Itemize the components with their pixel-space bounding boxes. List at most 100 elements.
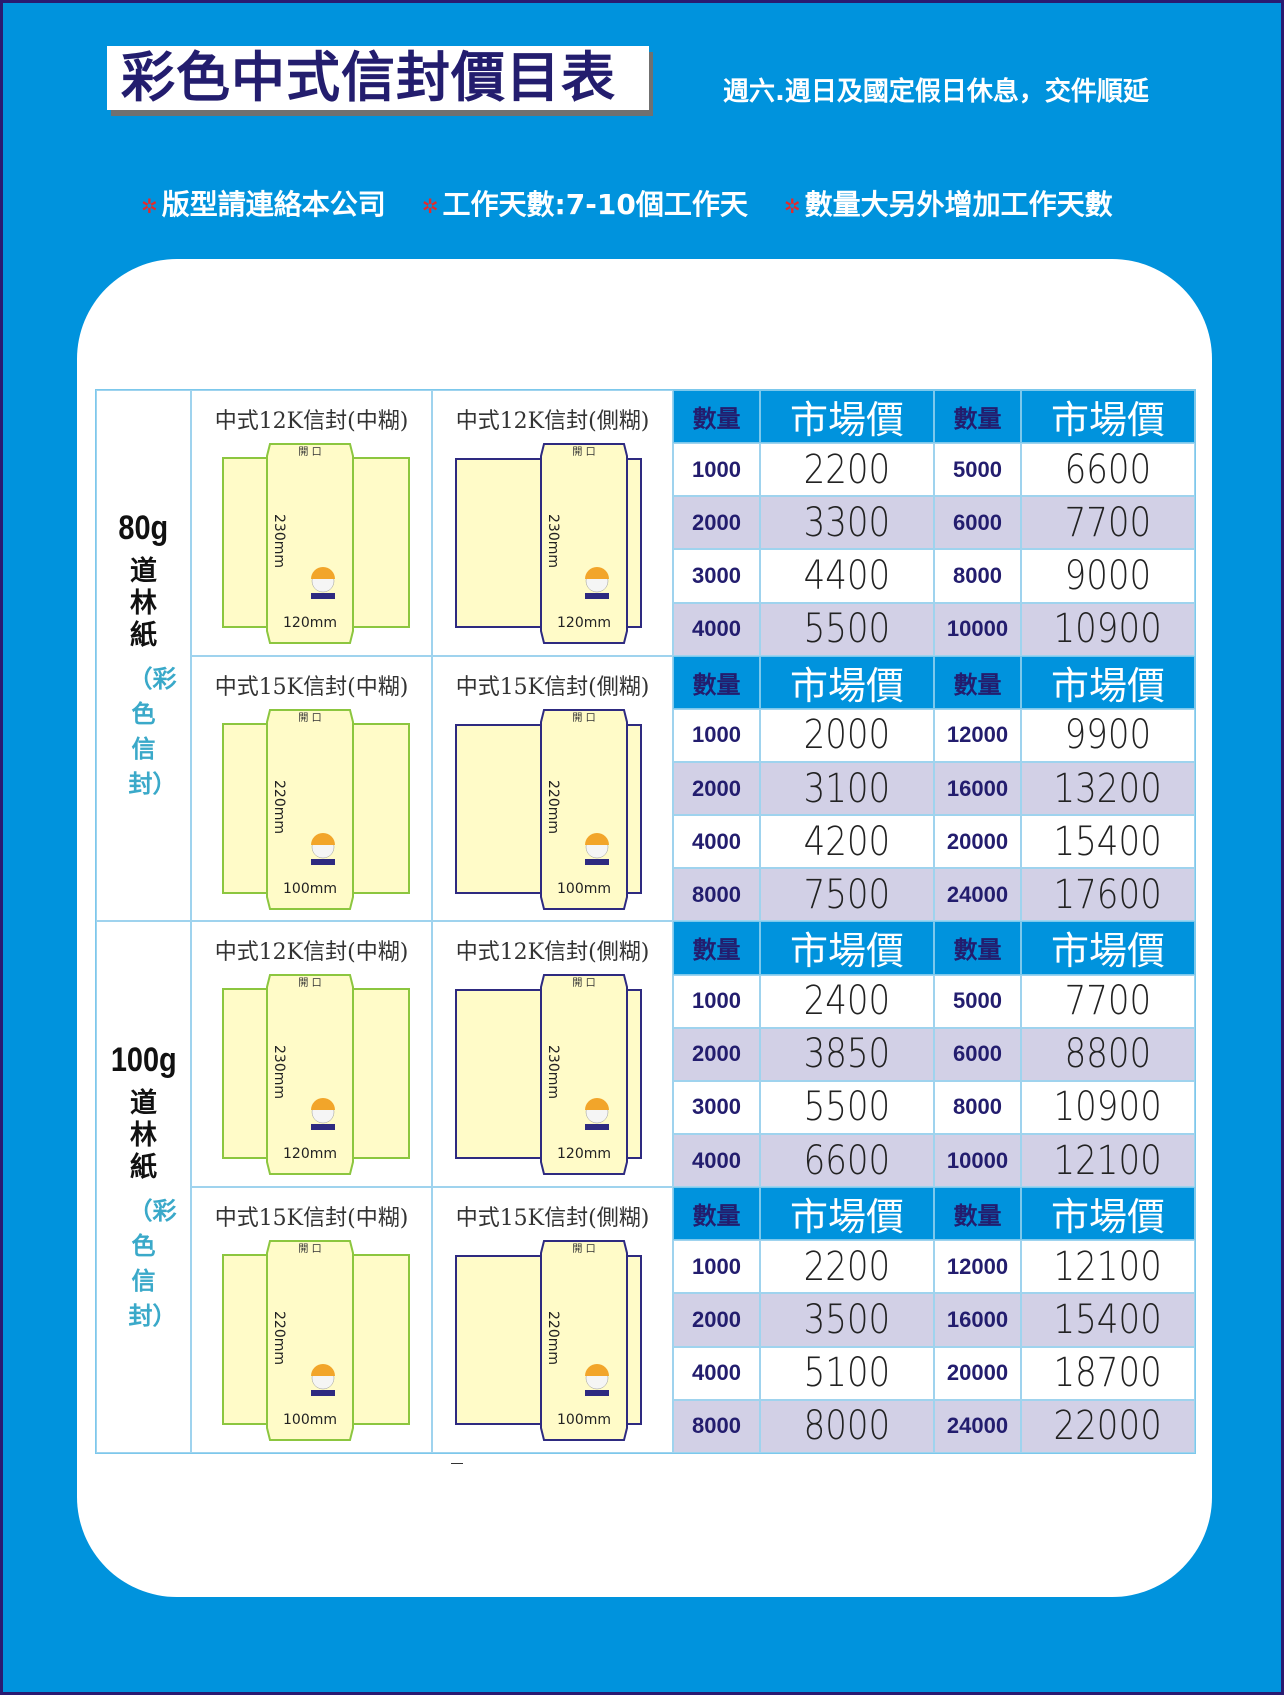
paper-subtitle: （彩色信封） bbox=[128, 665, 177, 799]
height-label: 220mm bbox=[545, 780, 561, 834]
price-cell: 5500 bbox=[760, 1080, 934, 1134]
envelope-diagram: 開 口 220mm 100mm bbox=[455, 708, 642, 910]
price-cell: 12100 bbox=[1021, 1240, 1195, 1294]
height-label: 220mm bbox=[271, 1311, 287, 1365]
envelope-cell: 開 口 230mm 120mm 中式12K信封(側糊) bbox=[432, 921, 673, 1188]
quantity-cell: 6000 bbox=[934, 496, 1021, 550]
mascot-icon bbox=[311, 1364, 335, 1397]
envelope-diagram: 開 口 230mm 120mm bbox=[222, 443, 410, 644]
envelope-cell: 開 口 220mm 100mm 中式15K信封(側糊) bbox=[432, 655, 673, 922]
opening-label: 開 口 bbox=[572, 712, 595, 724]
price-value: 15400 bbox=[1053, 1296, 1163, 1343]
price-cell: 7500 bbox=[760, 868, 934, 922]
quantity-value: 10000 bbox=[946, 616, 1009, 642]
quantity-cell: 3000 bbox=[673, 1080, 760, 1134]
mascot-icon bbox=[585, 832, 609, 865]
quantity-cell: 8000 bbox=[673, 1399, 760, 1453]
note-item: ✲ 數量大另外增加工作天數 bbox=[784, 183, 1113, 223]
quantity-value: 4000 bbox=[692, 1360, 741, 1386]
quantity-cell: 10000 bbox=[934, 1133, 1021, 1188]
envelope-diagram: 開 口 230mm 120mm bbox=[222, 974, 410, 1176]
price-cell: 3100 bbox=[760, 761, 934, 816]
quantity-cell: 8000 bbox=[934, 549, 1021, 603]
opening-label: 開 口 bbox=[298, 446, 321, 458]
qty-header: 數量 bbox=[934, 655, 1021, 709]
price-value: 22000 bbox=[1053, 1403, 1163, 1450]
quantity-cell: 24000 bbox=[934, 1399, 1021, 1453]
envelope-cell: 開 口 220mm 100mm 中式15K信封(側糊) bbox=[432, 1187, 673, 1453]
envelope-cell: 開 口 220mm 100mm 中式15K信封(中糊) bbox=[191, 655, 432, 922]
quantity-value: 8000 bbox=[953, 562, 1002, 588]
price-cell: 5500 bbox=[760, 602, 934, 656]
price-header: 市場價 bbox=[760, 390, 934, 444]
opening-label: 開 口 bbox=[572, 977, 595, 989]
envelope-title: 中式12K信封(側糊) bbox=[455, 940, 650, 966]
mascot-icon bbox=[311, 567, 335, 599]
quantity-cell: 1000 bbox=[673, 443, 760, 497]
quantity-cell: 5000 bbox=[934, 974, 1021, 1028]
price-cell: 2200 bbox=[760, 1240, 934, 1294]
price-cell: 2400 bbox=[760, 974, 934, 1028]
envelope-title: 中式15K信封(中糊) bbox=[214, 674, 409, 700]
qty-header: 數量 bbox=[934, 921, 1021, 975]
price-cell: 13200 bbox=[1021, 761, 1195, 816]
envelope-cell: 開 口 230mm 120mm 中式12K信封(側糊) bbox=[432, 390, 673, 656]
paper-weight: 100g bbox=[110, 1040, 177, 1079]
opening-label: 開 口 bbox=[298, 1243, 321, 1255]
mascot-icon bbox=[585, 1098, 609, 1131]
opening-label: 開 口 bbox=[572, 1243, 595, 1255]
price-header: 市場價 bbox=[760, 921, 934, 975]
quantity-value: 1000 bbox=[692, 988, 741, 1014]
quantity-value: 10000 bbox=[946, 1147, 1009, 1173]
envelope-diagram: 開 口 230mm 120mm bbox=[455, 443, 642, 644]
price-value: 3100 bbox=[803, 765, 891, 812]
quantity-cell: 2000 bbox=[673, 496, 760, 550]
price-cell: 22000 bbox=[1021, 1399, 1195, 1453]
quantity-value: 1000 bbox=[692, 456, 741, 482]
quantity-cell: 5000 bbox=[934, 443, 1021, 497]
price-cell: 3500 bbox=[760, 1293, 934, 1347]
price-cell: 8800 bbox=[1021, 1027, 1195, 1081]
quantity-cell: 20000 bbox=[934, 1346, 1021, 1400]
qty-header: 數量 bbox=[934, 1187, 1021, 1241]
section-label: 80g 道林紙 （彩色信封） bbox=[96, 390, 191, 922]
quantity-cell: 4000 bbox=[673, 1346, 760, 1400]
asterisk-icon: ✲ bbox=[421, 194, 439, 218]
price-value: 13200 bbox=[1053, 765, 1163, 812]
qty-header: 數量 bbox=[673, 655, 760, 709]
quantity-cell: 2000 bbox=[673, 1293, 760, 1347]
quantity-value: 8000 bbox=[692, 1413, 741, 1439]
qty-header: 數量 bbox=[673, 1187, 760, 1241]
quantity-value: 1000 bbox=[692, 722, 741, 748]
quantity-cell: 8000 bbox=[673, 868, 760, 922]
price-cell: 4200 bbox=[760, 815, 934, 869]
price-cell: 8000 bbox=[760, 1399, 934, 1453]
note-text: 版型請連絡本公司 bbox=[161, 188, 386, 221]
price-cell: 18700 bbox=[1021, 1346, 1195, 1400]
quantity-cell: 4000 bbox=[673, 815, 760, 869]
price-cell: 12100 bbox=[1021, 1133, 1195, 1188]
price-header: 市場價 bbox=[1021, 655, 1195, 709]
price-value: 3500 bbox=[803, 1296, 891, 1343]
quantity-value: 1000 bbox=[692, 1253, 741, 1279]
quantity-value: 20000 bbox=[946, 1360, 1009, 1386]
price-value: 6600 bbox=[1064, 446, 1152, 493]
price-cell: 3300 bbox=[760, 496, 934, 550]
price-cell: 17600 bbox=[1021, 868, 1195, 922]
price-value: 17600 bbox=[1053, 871, 1163, 918]
note-text: 工作天數:7-10個工作天 bbox=[442, 188, 748, 221]
page-title: 彩色中式信封價目表 bbox=[107, 46, 649, 110]
height-label: 230mm bbox=[271, 1045, 287, 1099]
quantity-value: 12000 bbox=[946, 722, 1009, 748]
price-cell: 6600 bbox=[760, 1133, 934, 1188]
quantity-value: 2000 bbox=[692, 1306, 741, 1332]
quantity-value: 2000 bbox=[692, 1041, 741, 1067]
price-header: 市場價 bbox=[1021, 390, 1195, 444]
quantity-value: 4000 bbox=[692, 1147, 741, 1173]
width-label: 100mm bbox=[557, 1412, 611, 1428]
quantity-cell: 20000 bbox=[934, 815, 1021, 869]
price-value: 10900 bbox=[1053, 606, 1163, 653]
price-cell: 9900 bbox=[1021, 708, 1195, 762]
quantity-value: 5000 bbox=[953, 456, 1002, 482]
quantity-value: 4000 bbox=[692, 828, 741, 854]
